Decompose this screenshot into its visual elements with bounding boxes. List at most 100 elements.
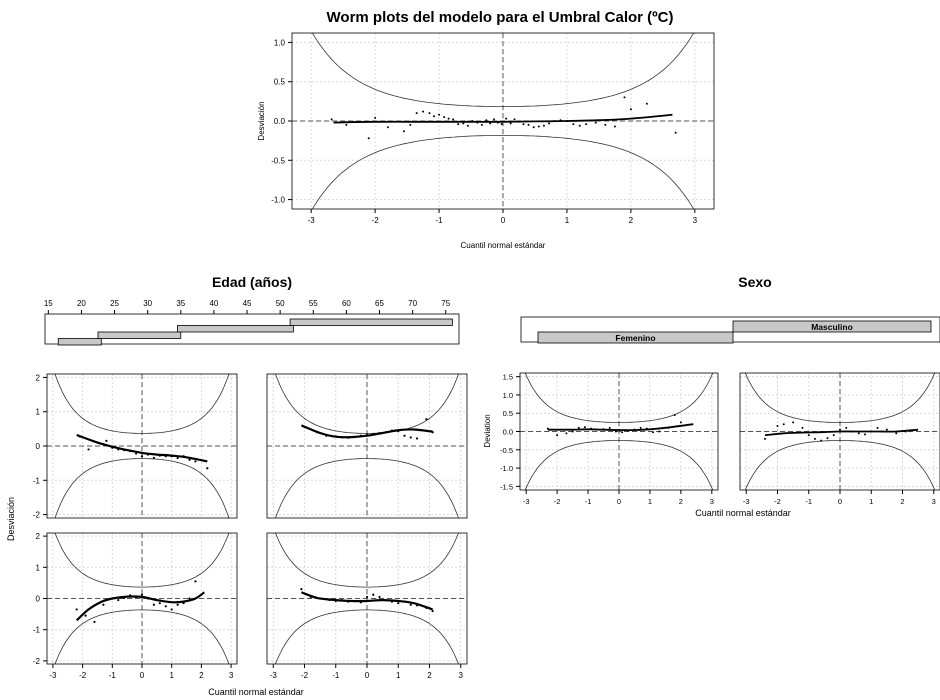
data-point <box>176 456 179 460</box>
data-point <box>158 602 161 605</box>
y-tick-label: -1.0 <box>271 196 285 205</box>
sexo-y-axis-label: Deviation <box>483 414 492 447</box>
x-tick-label: 3 <box>693 216 698 225</box>
worm-fitted-curve <box>76 433 208 463</box>
data-point <box>415 112 418 115</box>
x-tick-label: -1 <box>435 216 443 225</box>
edad-title: Edad (años) <box>212 274 292 290</box>
upper-confidence-band <box>524 373 714 423</box>
data-point <box>415 437 419 440</box>
data-point <box>447 117 450 120</box>
panel-content <box>740 373 940 490</box>
data-point <box>782 423 785 426</box>
y-tick-label: 0.5 <box>503 409 513 418</box>
worm-fitted-curve <box>333 113 673 124</box>
y-tick-label: -1 <box>33 626 41 635</box>
x-tick-label: 3 <box>710 497 714 506</box>
data-point <box>93 620 96 623</box>
panel-content <box>520 373 718 490</box>
y-tick-label: 2 <box>36 532 41 541</box>
data-point <box>432 115 435 118</box>
data-point <box>431 609 434 613</box>
data-point <box>764 437 766 440</box>
sexo-title: Sexo <box>738 274 771 290</box>
x-tick-label: -3 <box>49 671 57 680</box>
sexo-level-bar <box>732 320 932 333</box>
data-point <box>422 110 425 113</box>
x-tick-label: 3 <box>459 671 464 680</box>
sexo-level-label: Femenino <box>615 333 655 343</box>
x-tick-label: 0 <box>365 671 370 680</box>
lower-confidence-band <box>54 609 230 664</box>
x-tick-label: -3 <box>270 671 278 680</box>
edad-panel: -2 -1 0 1 2 <box>33 373 238 520</box>
edad-interval-bar <box>177 325 294 333</box>
edad-strip-tick-label: 35 <box>176 299 185 308</box>
edad-strip-tick-label: 75 <box>441 299 450 308</box>
lower-confidence-band <box>311 135 695 209</box>
data-point <box>152 603 155 606</box>
data-point <box>425 418 428 421</box>
edad-panel: -3 -2 -1 0 1 2 3 <box>266 532 468 680</box>
y-tick-label: -1 <box>33 476 41 485</box>
panel-frame <box>266 373 468 519</box>
data-point <box>571 430 574 433</box>
data-point <box>428 112 431 115</box>
data-point <box>537 125 540 128</box>
x-tick-label: -1 <box>109 671 117 680</box>
y-tick-label: 0.0 <box>503 428 513 437</box>
data-point <box>608 426 611 429</box>
sexo-level-bar <box>537 331 734 344</box>
x-tick-label: 2 <box>900 497 904 506</box>
data-point <box>556 434 559 437</box>
data-point <box>542 124 545 127</box>
data-point <box>583 426 586 429</box>
data-point <box>792 421 795 424</box>
data-point <box>845 426 848 429</box>
data-point <box>572 123 575 126</box>
y-tick-label: 0.5 <box>274 78 286 87</box>
y-tick-label: -0.5 <box>500 446 513 455</box>
data-point <box>679 421 682 424</box>
sexo-panel: -3 -2 -1 0 1 2 3 <box>739 372 940 506</box>
data-point <box>623 96 626 99</box>
data-point <box>673 414 676 417</box>
data-point <box>403 434 406 437</box>
x-tick-label: -2 <box>79 671 87 680</box>
data-point <box>75 608 78 611</box>
y-tick-label: 2 <box>36 373 41 382</box>
edad-panel: -3 -2 -1 0 1 2 3 -2 -1 0 1 2 <box>33 532 238 680</box>
data-point <box>585 123 588 126</box>
data-point <box>493 118 496 121</box>
data-point <box>826 437 829 440</box>
panel-content <box>292 33 714 209</box>
data-point <box>895 432 898 435</box>
x-tick-label: 0 <box>501 216 506 225</box>
edad-strip-tick-label: 20 <box>77 299 86 308</box>
edad-strip-tick-label: 25 <box>110 299 119 308</box>
sexo-panel: -3 -2 -1 0 1 2 3 -1.5 -1.0 -0.5 0.0 0.5 1.0 1.5 <box>500 372 719 506</box>
data-point <box>885 428 888 431</box>
data-point <box>485 119 488 122</box>
data-point <box>330 118 333 121</box>
edad-strip-tick-label: 40 <box>209 299 218 308</box>
data-point <box>594 121 597 124</box>
data-point <box>452 118 455 121</box>
data-point <box>513 118 516 121</box>
main-x-axis-label: Cuantil normal estándar <box>461 241 546 250</box>
data-point <box>164 605 167 608</box>
x-tick-label: 2 <box>679 497 683 506</box>
main-worm-plot: -3 -2 -1 0 1 2 3 -1.0 -0.5 0.0 0.5 1.0 Cuantil norma… <box>257 32 715 250</box>
worm-fitted-curve <box>301 591 433 611</box>
sexo-level-label: Masculino <box>811 322 853 332</box>
data-point <box>345 123 348 126</box>
data-point <box>409 123 412 126</box>
data-point <box>194 580 197 583</box>
data-point <box>402 130 405 133</box>
data-point <box>814 437 816 440</box>
data-point <box>621 431 624 434</box>
lower-confidence-band <box>54 458 230 518</box>
data-point <box>658 430 661 433</box>
x-tick-label: -1 <box>585 497 592 506</box>
data-point <box>614 430 617 433</box>
